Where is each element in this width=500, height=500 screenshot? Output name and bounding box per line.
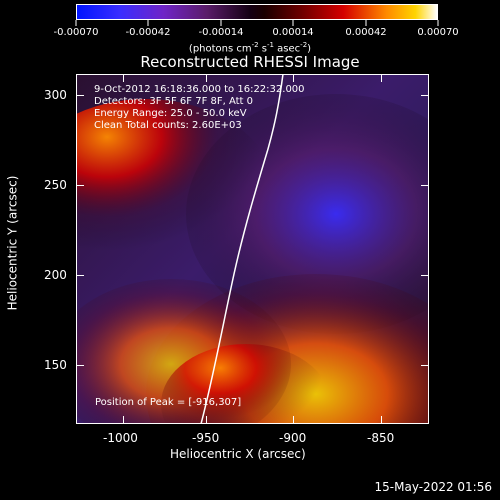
solar-limb-line: [200, 74, 284, 424]
peak-position-text: Position of Peak = [-916,307]: [95, 397, 242, 408]
units-mid2: asec: [274, 43, 301, 55]
x-tick-label: -1000: [103, 431, 138, 445]
colorbar-tick-label: -0.00042: [125, 27, 171, 38]
y-axis-label: Heliocentric Y (arcsec): [5, 175, 20, 311]
units-sup-3: -2: [300, 41, 308, 49]
x-tick-label: -850: [367, 431, 395, 445]
y-tick: [76, 95, 84, 96]
colorbar-tick: [365, 20, 367, 26]
timestamp: 15-May-2022 01:56: [374, 480, 492, 494]
colorbar-tick-label: 0.00014: [272, 27, 314, 38]
colorbar-tick-label: -0.00014: [198, 27, 244, 38]
y-tick-right: [421, 95, 429, 96]
colorbar-tick: [147, 20, 149, 26]
x-tick: [293, 416, 294, 424]
colorbar-tick: [437, 20, 439, 26]
image-plot: [76, 74, 429, 424]
annotation-detectors: Detectors: 3F 5F 6F 7F 8F, Att 0: [94, 96, 254, 107]
colorbar-tick: [75, 20, 77, 26]
units-sup-1: -2: [251, 41, 259, 49]
annotation-clean-counts: Clean Total counts: 2.60E+03: [94, 120, 242, 131]
x-tick-top: [381, 74, 382, 82]
colorbar-gradient: [77, 5, 437, 19]
y-tick-label: 250: [44, 178, 67, 192]
y-tick-right: [421, 365, 429, 366]
y-tick-label: 150: [44, 358, 67, 372]
x-tick: [123, 416, 124, 424]
y-tick: [76, 275, 84, 276]
x-tick-label: -900: [279, 431, 307, 445]
x-tick: [206, 416, 207, 424]
x-tick-top: [123, 74, 124, 82]
colorbar-units: (photons cm-2 s-1 asec-2): [0, 39, 500, 55]
annotation-time-range: 9-Oct-2012 16:18:36.000 to 16:22:32.000: [94, 84, 305, 95]
x-tick-top: [293, 74, 294, 82]
y-tick-right: [421, 275, 429, 276]
colorbar-tick-labels: -0.00070 -0.00042 -0.00014 0.00014 0.000…: [0, 27, 500, 41]
colorbar-tick: [220, 20, 222, 26]
units-suffix: ): [307, 43, 312, 55]
colorbar-tick: [292, 20, 294, 26]
x-tick-label: -950: [192, 431, 220, 445]
x-axis-label: Heliocentric X (arcsec): [170, 447, 306, 461]
annotation-energy-range: Energy Range: 25.0 - 50.0 keV: [94, 108, 247, 119]
x-tick: [381, 416, 382, 424]
units-prefix: (photons cm: [188, 43, 252, 55]
units-sup-2: -1: [267, 41, 274, 49]
colorbar: [76, 4, 438, 20]
units-mid: s: [258, 43, 268, 55]
x-tick-top: [206, 74, 207, 82]
colorbar-tick-label: -0.00070: [53, 27, 99, 38]
y-tick: [76, 365, 84, 366]
plot-title: Reconstructed RHESSI Image: [140, 53, 360, 71]
y-tick-label: 300: [44, 88, 67, 102]
y-tick-label: 200: [44, 268, 67, 282]
colorbar-tick-label: 0.00070: [417, 27, 459, 38]
y-tick: [76, 185, 84, 186]
y-tick-right: [421, 185, 429, 186]
colorbar-tick-label: 0.00042: [345, 27, 387, 38]
rhessi-image: [76, 74, 429, 424]
colorbar-ticks: [75, 20, 439, 28]
image-annotations: 9-Oct-2012 16:18:36.000 to 16:22:32.000 …: [94, 84, 414, 132]
